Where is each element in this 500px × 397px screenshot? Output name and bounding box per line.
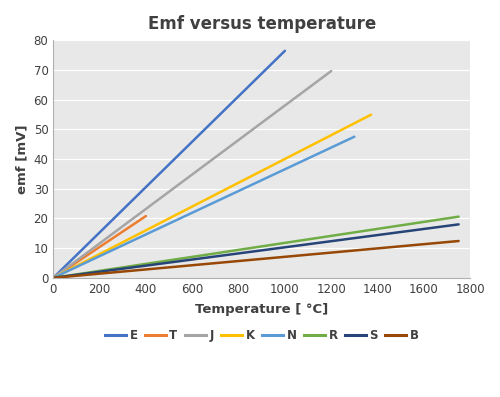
Legend: E, T, J, K, N, R, S, B: E, T, J, K, N, R, S, B xyxy=(100,324,424,347)
Title: Emf versus temperature: Emf versus temperature xyxy=(148,15,376,33)
Y-axis label: emf [mV]: emf [mV] xyxy=(15,124,28,194)
X-axis label: Temperature [ °C]: Temperature [ °C] xyxy=(195,303,328,316)
